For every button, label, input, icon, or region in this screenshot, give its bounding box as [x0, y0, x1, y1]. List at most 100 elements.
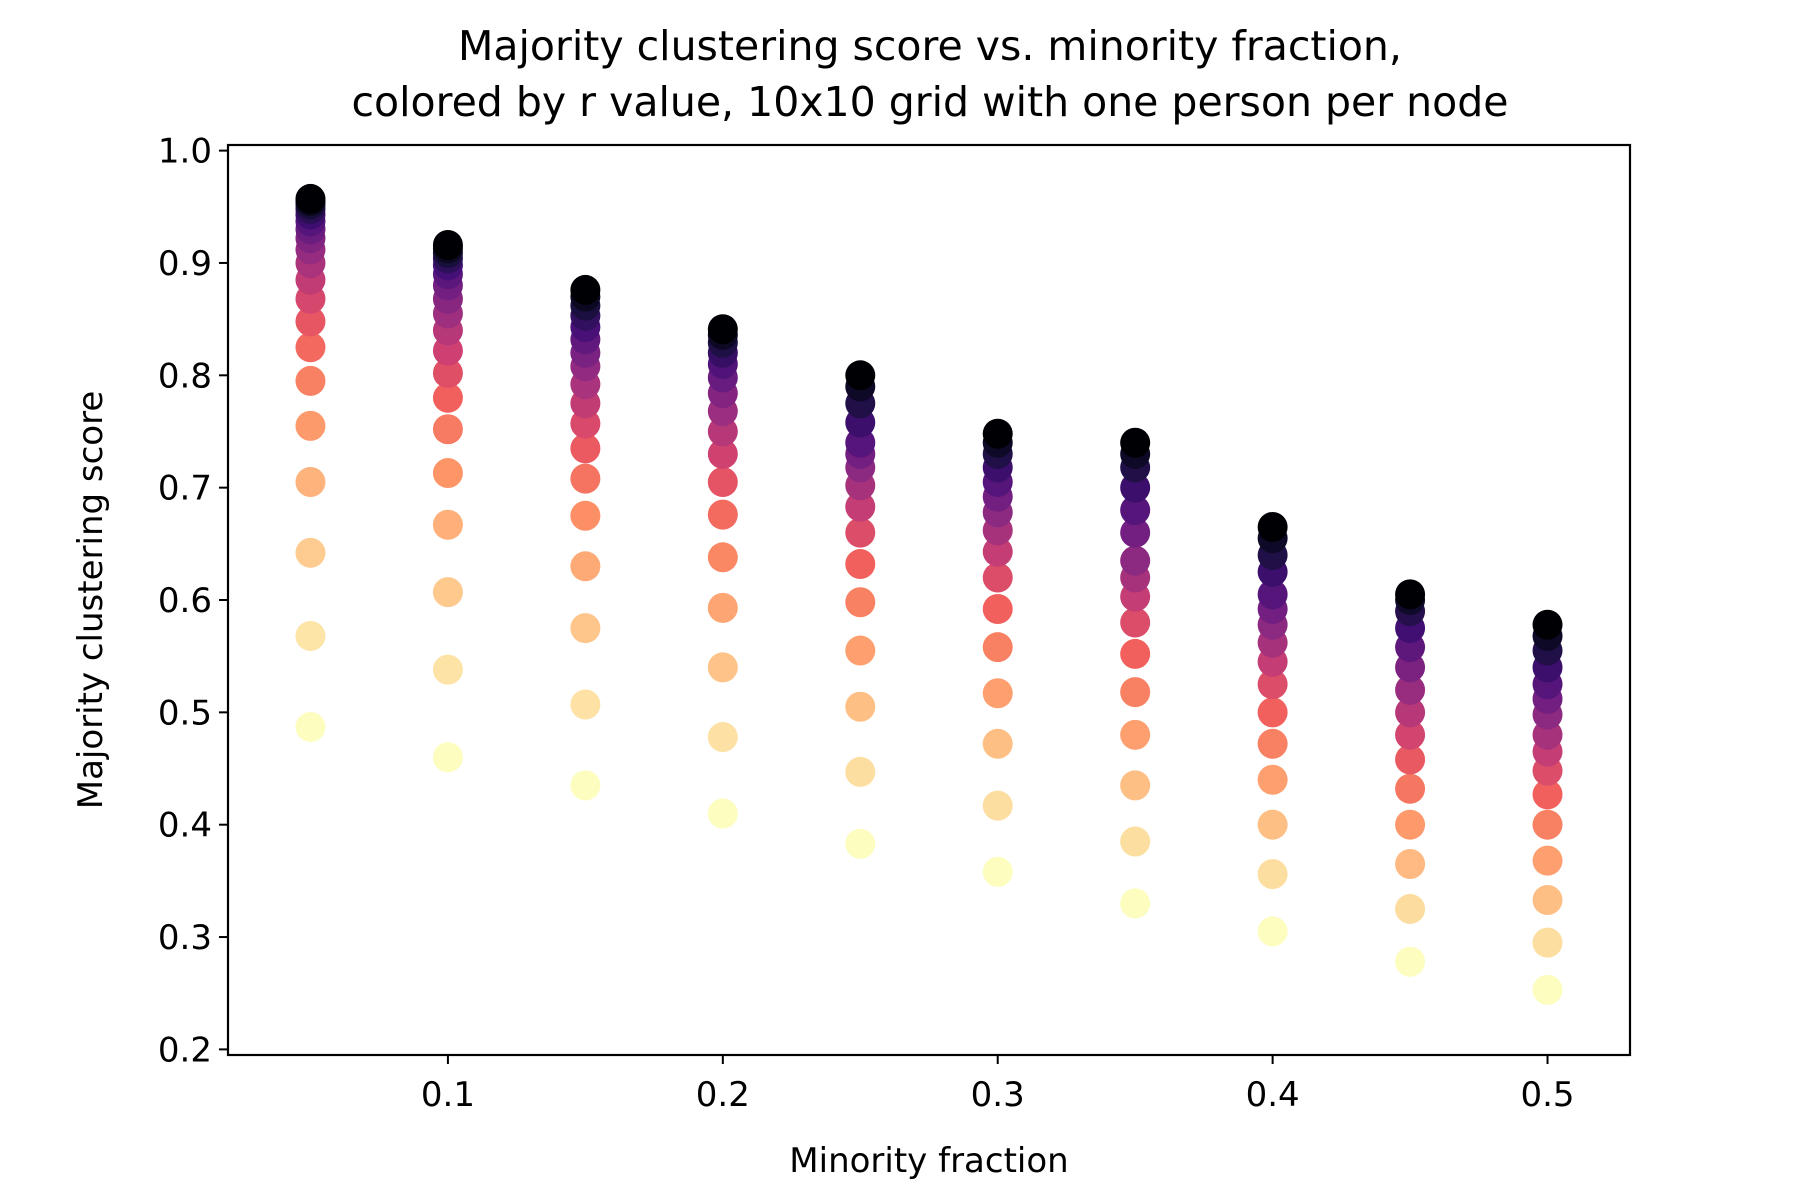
data-point	[1395, 579, 1426, 610]
data-point	[1120, 770, 1151, 801]
y-tick-label: 1.0	[158, 132, 212, 172]
data-point	[982, 678, 1013, 709]
data-point	[1120, 677, 1151, 708]
x-tick-label: 0.5	[1520, 1075, 1574, 1115]
data-point	[1257, 728, 1288, 759]
data-point	[295, 365, 326, 396]
data-point	[982, 790, 1013, 821]
data-point	[1532, 845, 1563, 876]
y-tick-label: 0.7	[158, 469, 212, 509]
data-point	[982, 856, 1013, 887]
data-point	[982, 418, 1013, 449]
data-point	[845, 360, 876, 391]
y-tick-label: 0.6	[158, 581, 212, 621]
data-point	[1532, 974, 1563, 1005]
data-point	[1395, 674, 1426, 705]
data-point	[707, 467, 738, 498]
data-point	[1532, 809, 1563, 840]
data-point	[1257, 511, 1288, 542]
y-tick-label: 0.8	[158, 356, 212, 396]
data-point	[1395, 809, 1426, 840]
data-point	[295, 332, 326, 363]
data-point	[1257, 809, 1288, 840]
data-point	[982, 593, 1013, 624]
data-point	[845, 549, 876, 580]
data-point	[707, 722, 738, 753]
data-point	[982, 562, 1013, 593]
chart-title-line-2: colored by r value, 10x10 grid with one …	[352, 78, 1509, 126]
data-point	[570, 500, 601, 531]
data-point	[707, 798, 738, 829]
data-point	[570, 463, 601, 494]
data-point	[1395, 773, 1426, 804]
data-point	[845, 517, 876, 548]
data-point	[1532, 884, 1563, 915]
data-point	[707, 438, 738, 469]
data-point	[1395, 849, 1426, 880]
data-point	[1395, 719, 1426, 750]
data-point	[1257, 669, 1288, 700]
data-point	[1257, 764, 1288, 795]
data-point	[1532, 609, 1563, 640]
data-point	[1257, 916, 1288, 947]
data-point	[295, 620, 326, 651]
data-point	[295, 467, 326, 498]
x-tick-label: 0.4	[1246, 1075, 1300, 1115]
data-point	[570, 689, 601, 720]
data-point	[1257, 859, 1288, 890]
data-point	[1120, 719, 1151, 750]
data-point	[1120, 545, 1151, 576]
data-point	[1120, 517, 1151, 548]
data-point	[1257, 579, 1288, 610]
data-point	[845, 635, 876, 666]
data-point	[707, 592, 738, 623]
data-point	[432, 229, 463, 260]
data-point	[1120, 495, 1151, 526]
data-point	[432, 577, 463, 608]
y-tick-label: 0.9	[158, 244, 212, 284]
data-point	[432, 382, 463, 413]
x-tick-label: 0.3	[971, 1075, 1025, 1115]
data-point	[1395, 744, 1426, 775]
data-point	[570, 770, 601, 801]
data-point	[707, 652, 738, 683]
data-point	[295, 306, 326, 337]
data-point	[982, 536, 1013, 567]
y-axis-label: Majority clustering score	[71, 391, 111, 809]
x-axis-label: Minority fraction	[789, 1141, 1068, 1181]
data-point	[1120, 888, 1151, 919]
data-point	[1120, 607, 1151, 638]
y-tick-label: 0.4	[158, 806, 212, 846]
data-point	[570, 433, 601, 464]
data-point	[845, 828, 876, 859]
data-point	[1120, 826, 1151, 857]
data-point	[845, 756, 876, 787]
data-point	[1395, 697, 1426, 728]
chart-title-line-1: Majority clustering score vs. minority f…	[458, 22, 1402, 70]
y-tick-label: 0.5	[158, 693, 212, 733]
data-point	[432, 358, 463, 389]
data-point	[1532, 779, 1563, 810]
data-point	[295, 711, 326, 742]
data-point	[1395, 893, 1426, 924]
data-point	[295, 183, 326, 214]
data-point	[432, 742, 463, 773]
data-point	[570, 551, 601, 582]
data-point	[295, 537, 326, 568]
x-tick-label: 0.2	[696, 1075, 750, 1115]
data-point	[982, 632, 1013, 663]
data-point	[1395, 946, 1426, 977]
x-axis-ticks: 0.1 0.2 0.3 0.4 0.5	[421, 1055, 1575, 1115]
data-points	[295, 183, 1563, 1005]
data-point	[1120, 427, 1151, 458]
data-point	[845, 491, 876, 522]
data-point	[432, 509, 463, 540]
x-tick-label: 0.1	[421, 1075, 475, 1115]
data-point	[432, 654, 463, 685]
data-point	[707, 499, 738, 530]
data-point	[707, 542, 738, 573]
data-point	[1120, 638, 1151, 669]
y-axis-ticks: 0.2 0.3 0.4 0.5 0.6 0.7 0.8 0.9 1.0	[158, 132, 228, 1070]
